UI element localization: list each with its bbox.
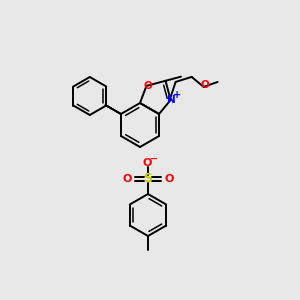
Text: N: N — [167, 95, 176, 105]
Text: S: S — [143, 172, 152, 185]
Text: O: O — [200, 80, 209, 90]
Text: +: + — [172, 90, 181, 100]
Text: −: − — [150, 154, 158, 164]
Text: O: O — [122, 174, 132, 184]
Text: O: O — [142, 158, 152, 168]
Text: O: O — [164, 174, 174, 184]
Text: O: O — [143, 81, 152, 91]
